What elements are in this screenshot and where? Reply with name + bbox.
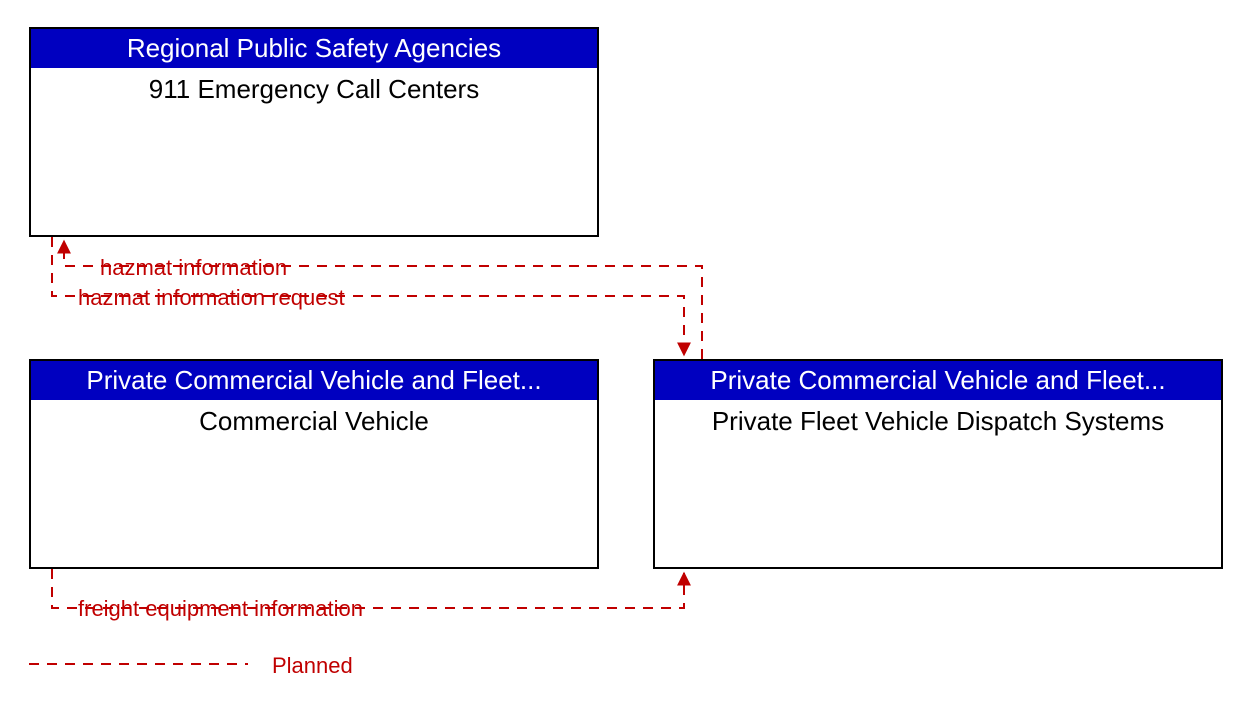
flow-label-freight-equipment: freight equipment information [78, 596, 363, 622]
node-public-safety-header: Regional Public Safety Agencies [31, 29, 597, 68]
node-public-safety: Regional Public Safety Agencies 911 Emer… [29, 27, 599, 237]
node-fleet-dispatch-header: Private Commercial Vehicle and Fleet... [655, 361, 1221, 400]
node-commercial-vehicle-header: Private Commercial Vehicle and Fleet... [31, 361, 597, 400]
node-fleet-dispatch: Private Commercial Vehicle and Fleet... … [653, 359, 1223, 569]
flow-label-hazmat-information-request: hazmat information request [78, 285, 345, 311]
node-commercial-vehicle-body: Commercial Vehicle [31, 400, 597, 567]
node-fleet-dispatch-body: Private Fleet Vehicle Dispatch Systems [655, 400, 1221, 567]
flow-label-hazmat-information: hazmat information [100, 255, 287, 281]
legend-label: Planned [272, 653, 353, 679]
node-commercial-vehicle: Private Commercial Vehicle and Fleet... … [29, 359, 599, 569]
node-public-safety-body: 911 Emergency Call Centers [31, 68, 597, 235]
